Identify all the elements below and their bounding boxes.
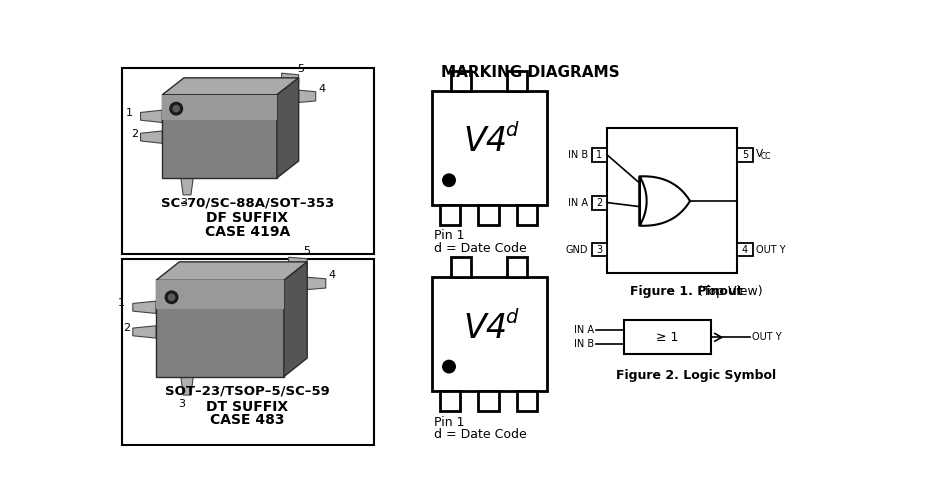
Text: CC: CC (760, 152, 771, 161)
Text: 4: 4 (742, 244, 748, 255)
Polygon shape (307, 277, 326, 290)
Circle shape (165, 291, 179, 304)
Bar (518, 391, 537, 411)
Text: DT SUFFIX: DT SUFFIX (206, 400, 289, 414)
Bar (479, 205, 498, 225)
Text: Pin 1: Pin 1 (433, 415, 464, 428)
Circle shape (168, 294, 175, 301)
Text: 1: 1 (118, 299, 125, 309)
Text: Figure 2. Logic Symbol: Figure 2. Logic Symbol (617, 369, 777, 382)
Text: V4: V4 (463, 312, 507, 345)
Polygon shape (132, 326, 156, 338)
Text: IN A: IN A (569, 197, 589, 207)
Bar (507, 257, 527, 277)
Bar (451, 257, 471, 277)
Circle shape (442, 173, 456, 187)
Text: 3: 3 (181, 197, 187, 207)
Text: ≥ 1: ≥ 1 (657, 331, 679, 344)
Text: 5: 5 (742, 150, 748, 160)
Polygon shape (299, 90, 316, 103)
Text: d = Date Code: d = Date Code (433, 241, 526, 255)
Text: IN A: IN A (574, 325, 594, 335)
Text: Figure 1. Pinout: Figure 1. Pinout (631, 286, 743, 299)
Polygon shape (141, 110, 162, 122)
Polygon shape (162, 78, 299, 95)
Bar (451, 71, 471, 91)
Text: Pin 1: Pin 1 (433, 229, 464, 242)
Polygon shape (156, 281, 284, 377)
Text: 2: 2 (596, 197, 603, 207)
Text: 4: 4 (319, 84, 325, 94)
Text: V4: V4 (463, 125, 507, 158)
Text: GND: GND (566, 244, 589, 255)
Bar (432, 91, 546, 205)
Bar (122, 259, 374, 445)
Text: IN B: IN B (569, 150, 589, 160)
Bar (624, 320, 711, 354)
Polygon shape (132, 301, 156, 314)
Bar (737, 242, 753, 257)
Text: 3: 3 (178, 398, 185, 408)
Polygon shape (162, 95, 277, 178)
Text: DF SUFFIX: DF SUFFIX (206, 211, 289, 225)
Bar (592, 148, 607, 162)
Polygon shape (284, 262, 307, 377)
Polygon shape (156, 262, 307, 281)
Polygon shape (162, 95, 277, 120)
Bar (607, 128, 737, 273)
Text: OUT Y: OUT Y (752, 332, 782, 342)
Text: OUT Y: OUT Y (756, 244, 785, 255)
Bar (479, 391, 498, 411)
Text: 5: 5 (296, 64, 304, 74)
Text: SOT–23/TSOP–5/SC–59: SOT–23/TSOP–5/SC–59 (165, 385, 330, 398)
Polygon shape (282, 73, 299, 86)
Circle shape (169, 102, 183, 116)
Bar (518, 205, 537, 225)
Bar (737, 148, 753, 162)
Text: (Top View): (Top View) (694, 286, 762, 299)
Polygon shape (141, 131, 162, 143)
Bar (432, 277, 546, 391)
Text: 5: 5 (304, 246, 311, 256)
Circle shape (442, 360, 456, 374)
Polygon shape (181, 178, 194, 195)
Text: SC–70/SC–88A/SOT–353: SC–70/SC–88A/SOT–353 (161, 196, 334, 209)
Bar (592, 242, 607, 257)
Bar (440, 391, 460, 411)
Text: 4: 4 (329, 270, 335, 280)
Polygon shape (181, 377, 194, 395)
Text: IN B: IN B (574, 339, 594, 349)
Text: d = Date Code: d = Date Code (433, 428, 526, 441)
Polygon shape (277, 78, 299, 178)
Text: 1: 1 (596, 150, 603, 160)
Text: V: V (756, 149, 763, 159)
Bar (592, 195, 607, 209)
Circle shape (172, 105, 180, 113)
Text: MARKING DIAGRAMS: MARKING DIAGRAMS (441, 65, 619, 80)
Bar (122, 68, 374, 254)
Text: CASE 483: CASE 483 (210, 413, 285, 427)
Polygon shape (156, 281, 284, 309)
Text: d: d (505, 121, 518, 140)
Polygon shape (289, 257, 307, 270)
Text: CASE 419A: CASE 419A (205, 225, 290, 239)
Text: 3: 3 (596, 244, 603, 255)
Polygon shape (640, 176, 690, 226)
Text: d: d (505, 308, 518, 327)
Text: 2: 2 (131, 129, 138, 139)
Text: 2: 2 (123, 323, 131, 333)
Bar (440, 205, 460, 225)
Bar (507, 71, 527, 91)
Text: 1: 1 (126, 108, 133, 118)
